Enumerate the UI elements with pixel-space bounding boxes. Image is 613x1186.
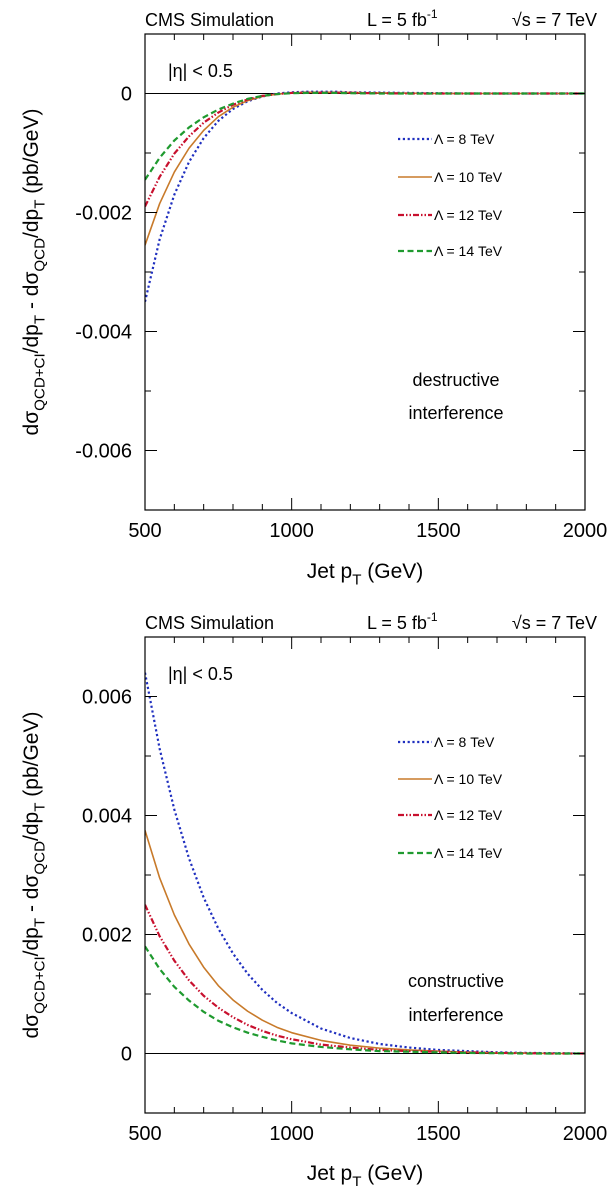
lumi-text: L = 5 fb	[367, 10, 427, 30]
annotation-line2: interference	[408, 403, 503, 423]
legend-label-1: Λ = 10 TeV	[434, 169, 503, 185]
annotation-line1: destructive	[412, 370, 499, 390]
y-tick-label: 0.002	[82, 925, 132, 947]
legend-label-0: Λ = 8 TeV	[434, 734, 495, 750]
y-axis-label-part: (pb/GeV)	[20, 712, 43, 803]
x-tick-label: 500	[128, 1123, 161, 1145]
annotation-line1: constructive	[408, 971, 504, 991]
y-axis-label-sub: T	[32, 200, 49, 209]
legend-label-2: Λ = 12 TeV	[434, 207, 503, 223]
x-axis-label-part: Jet p	[307, 560, 353, 583]
series-line-0	[145, 672, 585, 1055]
x-axis-label-part: (GeV)	[361, 1162, 423, 1185]
y-axis-label-part: (pb/GeV)	[20, 109, 43, 200]
legend-label-1: Λ = 10 TeV	[434, 771, 503, 787]
annotation-line2: interference	[408, 1005, 503, 1025]
y-axis-label-sub: QCD+CI	[32, 956, 49, 1014]
series-line-2	[145, 91, 585, 208]
legend-label-3: Λ = 14 TeV	[434, 243, 503, 259]
y-axis-label-part: /dp	[20, 927, 43, 956]
x-axis-label-part: Jet p	[307, 1162, 353, 1185]
y-tick-label: 0.004	[82, 806, 132, 828]
series-group	[145, 672, 585, 1055]
x-tick-label: 1000	[269, 1123, 314, 1145]
y-tick-label: 0.006	[82, 687, 132, 709]
y-axis-label: dσQCD+CI/dpT - dσQCD/dpT (pb/GeV)	[20, 109, 49, 436]
sqrts-label: √s = 7 TeV	[512, 10, 597, 30]
x-tick-label: 500	[128, 520, 161, 542]
y-tick-label: -0.004	[75, 322, 132, 344]
y-axis-label-sub: T	[32, 918, 49, 927]
plot-frame	[144, 33, 586, 511]
eta-label: |η| < 0.5	[168, 664, 233, 684]
lumi-label: L = 5 fb-1	[367, 610, 438, 633]
y-axis-label-sub: T	[32, 315, 49, 324]
x-axis-label-part: (GeV)	[361, 560, 423, 583]
x-tick-label: 2000	[563, 1123, 608, 1145]
y-axis-label-sub: QCD+CI	[32, 353, 49, 411]
y-axis-label-part: dσ	[20, 411, 43, 436]
plot-frame	[144, 636, 586, 1114]
y-tick-label: -0.006	[75, 441, 132, 463]
cms-header: CMS Simulation	[145, 10, 274, 30]
lumi-label: L = 5 fb-1	[367, 7, 438, 30]
lumi-exponent: -1	[427, 7, 438, 21]
y-axis-label-part: dσ	[20, 1014, 43, 1039]
x-tick-label: 1000	[269, 520, 314, 542]
y-axis-label-part: /dp	[20, 209, 43, 238]
series-line-1	[145, 830, 585, 1055]
series-line-3	[145, 91, 585, 181]
y-axis-label-part: /dp	[20, 812, 43, 841]
x-axis-label-sub: T	[352, 1174, 361, 1186]
y-axis-label-part: /dp	[20, 324, 43, 353]
x-tick-label: 1500	[416, 520, 461, 542]
series-line-3	[145, 945, 585, 1055]
y-axis-label-sub: QCD	[32, 841, 49, 875]
x-tick-label: 2000	[563, 520, 608, 542]
lumi-text: L = 5 fb	[367, 613, 427, 633]
panel-destructive: 500 1000 1500 2000 -0.006 -0.004 -0.002 0 CMS Si…	[20, 7, 607, 589]
cms-header: CMS Simulation	[145, 613, 274, 633]
x-tick-label: 1500	[416, 1123, 461, 1145]
lumi-exponent: -1	[427, 610, 438, 624]
legend-label-3: Λ = 14 TeV	[434, 845, 503, 861]
x-axis-label: Jet pT (GeV)	[307, 1162, 424, 1186]
y-axis-label: dσQCD+CI/dpT - dσQCD/dpT (pb/GeV)	[20, 712, 49, 1039]
y-axis-label-sub: T	[32, 803, 49, 812]
sqrts-label: √s = 7 TeV	[512, 613, 597, 633]
series-line-2	[145, 904, 585, 1055]
panel-constructive: 500 1000 1500 2000 0 0.002 0.004 0.006 CMS Simul…	[20, 610, 607, 1186]
x-axis-label: Jet pT (GeV)	[307, 560, 424, 589]
eta-label: |η| < 0.5	[168, 61, 233, 81]
series-group	[145, 90, 585, 303]
x-axis-label-sub: T	[352, 572, 361, 589]
y-axis-label-part: - dσ	[20, 272, 43, 315]
y-tick-label: -0.002	[75, 203, 132, 225]
legend-label-0: Λ = 8 TeV	[434, 131, 495, 147]
legend-label-2: Λ = 12 TeV	[434, 807, 503, 823]
y-axis-label-sub: QCD	[32, 238, 49, 272]
y-tick-label: 0	[121, 84, 132, 106]
series-line-1	[145, 91, 585, 246]
y-axis-label-part: - dσ	[20, 875, 43, 918]
y-tick-label: 0	[121, 1044, 132, 1066]
